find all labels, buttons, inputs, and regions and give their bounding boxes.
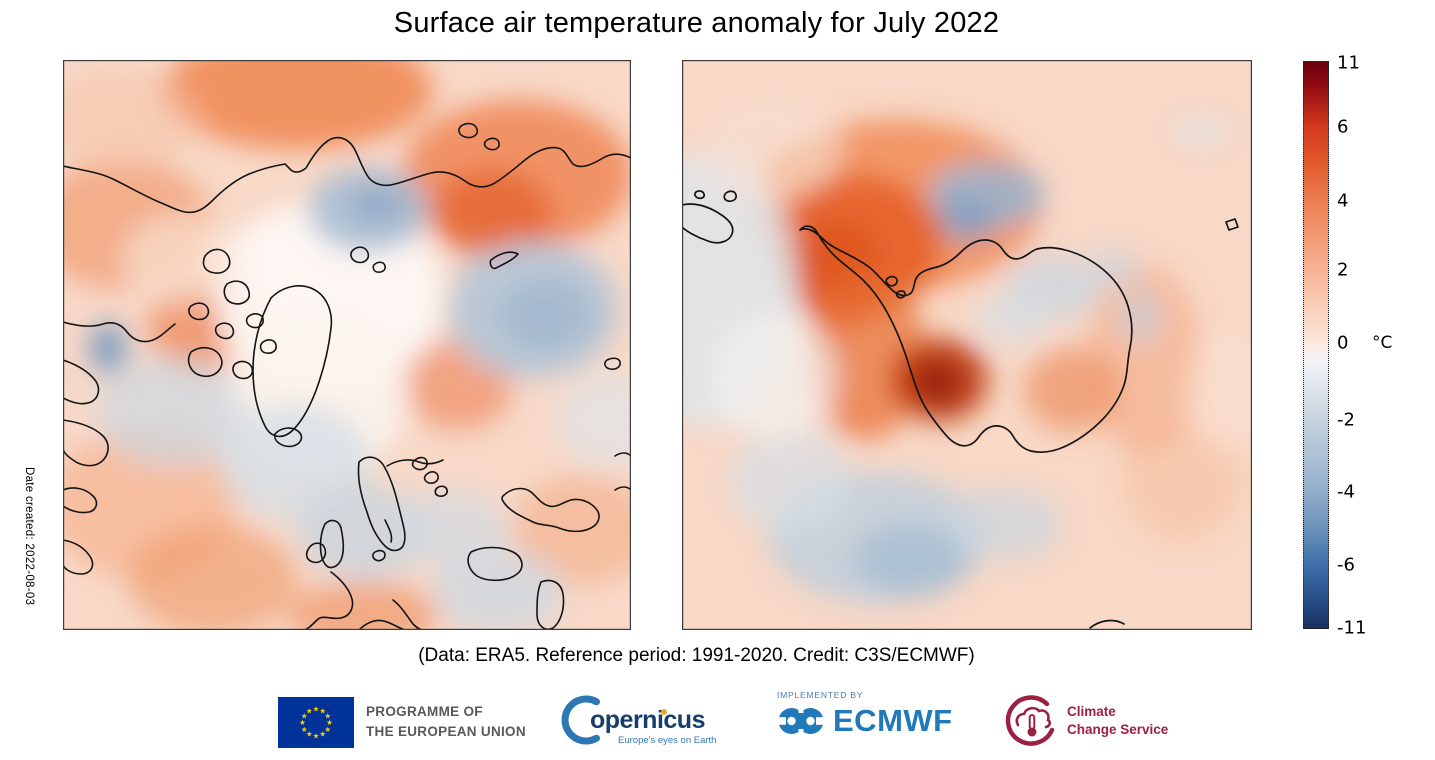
colorbar-tick: -6: [1337, 554, 1355, 576]
colorbar-tick: 2: [1337, 259, 1349, 281]
ecmwf-emblem-icon: [777, 707, 825, 735]
svg-text:★: ★: [299, 718, 306, 727]
c3s-label-line1: Climate: [1067, 703, 1116, 719]
copernicus-tagline: Europe's eyes on Earth: [618, 735, 717, 746]
copernicus-logo: opernicus Europe's eyes on Earth: [560, 689, 720, 753]
svg-text:★: ★: [324, 725, 331, 734]
arctic-map-panel: [63, 60, 631, 630]
ecmwf-logo: IMPLEMENTED BY ECMWF: [777, 690, 953, 739]
svg-text:★: ★: [326, 718, 333, 727]
svg-text:★: ★: [319, 706, 326, 715]
arctic-map-frame: [63, 60, 631, 630]
arctic-anomaly-field: [63, 60, 631, 630]
svg-text:★: ★: [313, 732, 320, 741]
antarctic-map-panel: [682, 60, 1252, 630]
implemented-by-label: IMPLEMENTED BY: [777, 690, 864, 700]
eu-programme-label: PROGRAMME OF THE EUROPEAN UNION: [366, 702, 526, 741]
colorbar-tick: 4: [1337, 190, 1349, 212]
colorbar-tick: -11: [1337, 617, 1367, 639]
eu-flag-icon: ★ ★ ★★ ★★ ★★ ★★ ★★: [278, 697, 354, 748]
date-created-label: Date created: 2022-08-03: [23, 467, 35, 606]
c3s-label: Climate Change Service: [1067, 703, 1168, 739]
temperature-colorbar: [1303, 61, 1329, 629]
antarctic-coastlines: [682, 190, 1239, 629]
eu-programme-line1: PROGRAMME OF: [366, 704, 483, 719]
svg-text:★: ★: [319, 730, 326, 739]
copernicus-wordmark: opernicus: [590, 706, 705, 734]
colorbar-unit-label: °C: [1372, 333, 1393, 353]
figure-title: Surface air temperature anomaly for July…: [393, 7, 1000, 39]
c3s-label-line2: Change Service: [1067, 722, 1169, 737]
colorbar-tick: 0: [1337, 332, 1349, 354]
copernicus-swoosh-icon: [561, 695, 600, 745]
copernicus-orange-dot-icon: [661, 709, 667, 715]
svg-text:★: ★: [306, 706, 313, 715]
colorbar-tick: -4: [1337, 481, 1355, 503]
antarctic-map-frame: [682, 60, 1252, 630]
antarctic-anomaly-field: [682, 100, 1252, 604]
colorbar-tick: -2: [1337, 409, 1355, 431]
antarctic-map: [682, 60, 1252, 630]
eu-programme-line2: THE EUROPEAN UNION: [366, 723, 526, 739]
colorbar-tick: 6: [1337, 116, 1349, 138]
c3s-emblem-icon: [1005, 695, 1055, 746]
colorbar-tick: 11: [1337, 52, 1360, 74]
svg-text:★: ★: [301, 725, 308, 734]
arctic-map: [63, 60, 631, 630]
c3s-logo: Climate Change Service: [1005, 694, 1168, 748]
svg-text:★: ★: [306, 730, 313, 739]
svg-text:★: ★: [301, 711, 308, 720]
svg-text:★: ★: [313, 705, 320, 714]
svg-text:★: ★: [324, 711, 331, 720]
arctic-coastlines: [63, 122, 631, 630]
figure-caption: (Data: ERA5. Reference period: 1991-2020…: [418, 645, 975, 666]
ecmwf-wordmark: ECMWF: [833, 703, 953, 738]
